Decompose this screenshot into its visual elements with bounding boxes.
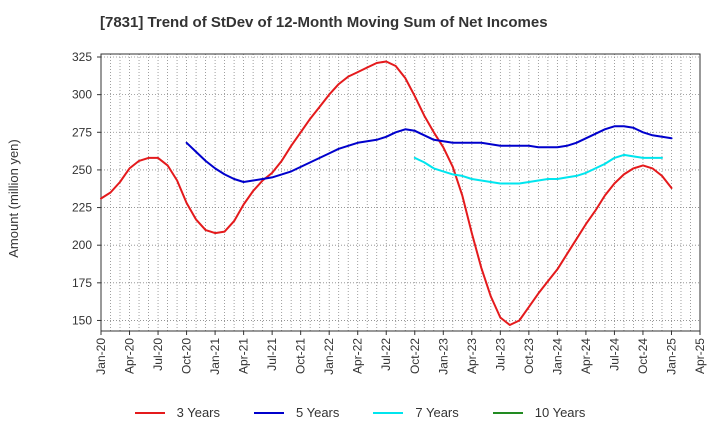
y-tick-label: 150	[72, 313, 92, 327]
series-line-7-years	[413, 153, 663, 185]
legend-swatch	[134, 411, 165, 414]
y-tick-label: 275	[72, 125, 92, 139]
x-tick-label: Jul-20	[151, 338, 165, 371]
legend-swatch	[254, 411, 284, 414]
x-tick-label: Jul-23	[493, 338, 507, 371]
legend-item: 7 Years	[373, 405, 459, 420]
x-tick-label: Apr-21	[237, 338, 251, 374]
y-tick-label: 200	[72, 238, 92, 252]
series-line-5-years	[185, 125, 673, 183]
y-axis-label: Amount (million yen)	[6, 139, 21, 258]
x-tick-label: Apr-24	[579, 338, 593, 374]
legend-label: 7 Years	[415, 405, 459, 420]
x-tick-label: Apr-25	[693, 338, 707, 374]
series-line-3-years	[100, 60, 673, 326]
x-tick-label: Oct-21	[294, 338, 308, 374]
x-tick-label: Jul-22	[379, 338, 393, 371]
legend-item: 3 Years	[134, 405, 220, 420]
x-tick-label: Oct-20	[180, 338, 194, 374]
x-tick-label: Jul-24	[607, 338, 621, 371]
x-tick-label: Jan-20	[94, 338, 108, 375]
x-tick-label: Jan-22	[322, 338, 336, 375]
legend-swatch	[373, 411, 404, 414]
legend-item: 5 Years	[254, 405, 339, 420]
plot-frame	[100, 53, 701, 332]
chart-title: [7831] Trend of StDev of 12-Month Moving…	[100, 14, 548, 31]
x-tick-label: Jan-21	[208, 338, 222, 375]
y-tick-label: 225	[72, 201, 92, 215]
x-tick-label: Oct-24	[636, 338, 650, 374]
legend-label: 5 Years	[296, 405, 340, 420]
legend-swatch	[492, 411, 523, 414]
legend-label: 3 Years	[176, 405, 220, 420]
x-tick-label: Jul-21	[265, 338, 279, 371]
x-tick-label: Jan-23	[436, 338, 450, 375]
legend-item: 10 Years	[492, 405, 586, 420]
legend: 3 Years 5 Years 7 Years 10 Years	[0, 405, 720, 420]
x-tick-label: Apr-23	[465, 338, 479, 374]
y-tick-label: 325	[72, 50, 92, 64]
x-tick-label: Oct-23	[522, 338, 536, 374]
x-tick-label: Jan-25	[664, 338, 678, 375]
x-tick-label: Apr-22	[351, 338, 365, 374]
y-tick-label: 175	[72, 276, 92, 290]
y-tick-label: 300	[72, 88, 92, 102]
x-tick-label: Jan-24	[550, 338, 564, 375]
x-tick-label: Apr-20	[123, 338, 137, 374]
legend-label: 10 Years	[534, 405, 586, 420]
plot-area	[101, 54, 700, 331]
x-tick-label: Oct-22	[408, 338, 422, 374]
y-tick-label: 250	[72, 163, 92, 177]
